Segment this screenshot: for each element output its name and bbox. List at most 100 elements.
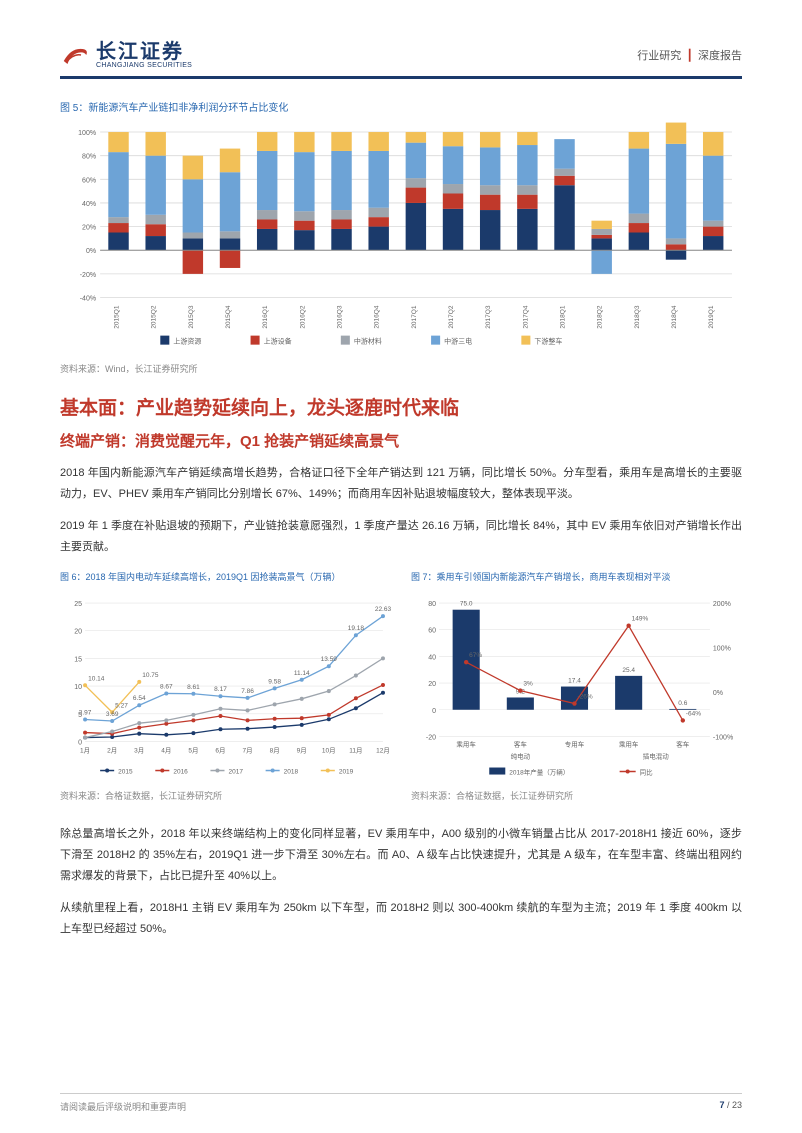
- heading-2: 终端产销：消费觉醒元年，Q1 抢装产销延续高景气: [60, 430, 742, 451]
- svg-text:80%: 80%: [82, 154, 96, 161]
- svg-text:10.14: 10.14: [88, 676, 105, 683]
- svg-text:149%: 149%: [632, 616, 649, 623]
- fig6-title: 图 6：2018 年国内电动车延续高增长，2019Q1 因抢装高景气（万辆）: [60, 570, 391, 583]
- svg-text:8.67: 8.67: [160, 684, 173, 691]
- svg-text:插电混动: 插电混动: [643, 752, 670, 761]
- para-3: 除总量高增长之外，2018 年以来终端结构上的变化同样显著，EV 乘用车中，A0…: [60, 824, 742, 887]
- svg-text:2015: 2015: [118, 769, 133, 776]
- svg-text:2016Q2: 2016Q2: [299, 305, 306, 329]
- svg-text:0: 0: [78, 740, 82, 747]
- svg-text:12月: 12月: [376, 747, 390, 755]
- header-type: 深度报告: [698, 50, 742, 62]
- svg-text:0%: 0%: [713, 690, 723, 697]
- svg-text:上游资源: 上游资源: [173, 337, 201, 346]
- svg-text:2018Q1: 2018Q1: [560, 305, 567, 329]
- fig7-col: 图 7：乘用车引领国内新能源汽车产销增长，商用车表现相对平淡 -20020406…: [411, 570, 742, 820]
- svg-text:20: 20: [428, 681, 436, 688]
- svg-text:专用车: 专用车: [565, 740, 585, 749]
- logo: 长江证券 CHANGJIANG SECURITIES: [60, 40, 192, 70]
- heading-1: 基本面：产业趋势延续向上，龙头逐鹿时代来临: [60, 393, 742, 420]
- svg-text:2019: 2019: [339, 769, 354, 776]
- svg-text:-100%: -100%: [713, 735, 733, 742]
- svg-text:-26%: -26%: [578, 694, 593, 701]
- svg-text:2017Q1: 2017Q1: [411, 305, 418, 329]
- fig7-source: 资料来源：合格证数据，长江证券研究所: [411, 789, 742, 802]
- page-header: 长江证券 CHANGJIANG SECURITIES 行业研究 ┃ 深度报告: [60, 40, 742, 79]
- svg-text:67%: 67%: [469, 652, 482, 659]
- header-cat: 行业研究: [637, 50, 681, 62]
- footer-disclaimer: 请阅读最后评级说明和重要声明: [60, 1100, 186, 1113]
- svg-text:3%: 3%: [523, 681, 533, 688]
- page-number: 7 / 23: [719, 1100, 742, 1113]
- svg-text:60%: 60%: [82, 177, 96, 184]
- svg-text:乘用车: 乘用车: [456, 740, 476, 749]
- fig7-chart: -20020406080-100%0%100%200%75.0乘用车9.2客车1…: [411, 591, 742, 782]
- fig5-chart: -40%-20%0%20%40%60%80%100%2015Q12015Q220…: [60, 122, 742, 358]
- svg-text:2018Q3: 2018Q3: [634, 305, 641, 329]
- svg-text:2018年产量（万辆）: 2018年产量（万辆）: [509, 768, 569, 777]
- svg-text:4月: 4月: [161, 747, 171, 755]
- svg-text:10月: 10月: [322, 747, 336, 755]
- svg-text:200%: 200%: [713, 601, 731, 608]
- page-current: 7: [719, 1100, 724, 1110]
- svg-text:2017: 2017: [229, 769, 244, 776]
- svg-text:40%: 40%: [82, 201, 96, 208]
- svg-text:客车: 客车: [514, 740, 528, 749]
- svg-text:5.27: 5.27: [115, 702, 128, 709]
- svg-text:40: 40: [428, 655, 436, 662]
- svg-text:-20: -20: [426, 735, 436, 742]
- fig5-title: 图 5：新能源汽车产业链扣非净利润分环节占比变化: [60, 99, 742, 114]
- svg-text:25: 25: [74, 601, 82, 608]
- sep-icon: ┃: [686, 50, 693, 62]
- svg-text:9.58: 9.58: [268, 679, 281, 686]
- para-2: 2019 年 1 季度在补贴退坡的预期下，产业链抢装意愿强烈，1 季度产量达 2…: [60, 516, 742, 558]
- svg-text:0%: 0%: [86, 248, 96, 255]
- svg-text:中游材料: 中游材料: [354, 337, 382, 346]
- logo-en: CHANGJIANG SECURITIES: [96, 62, 192, 69]
- svg-text:3.97: 3.97: [79, 710, 92, 717]
- svg-text:10.75: 10.75: [142, 672, 159, 679]
- svg-text:1月: 1月: [80, 747, 90, 755]
- svg-text:6.54: 6.54: [133, 695, 146, 702]
- svg-text:22.63: 22.63: [375, 606, 391, 613]
- para-4: 从续航里程上看，2018H1 主销 EV 乘用车为 250km 以下车型，而 2…: [60, 898, 742, 940]
- fig6-chart: 05101520251月2月3月4月5月6月7月8月9月10月11月12月3.9…: [60, 591, 391, 782]
- svg-text:2018: 2018: [284, 769, 299, 776]
- svg-text:客车: 客车: [676, 740, 690, 749]
- svg-text:纯电动: 纯电动: [511, 752, 531, 761]
- para-1: 2018 年国内新能源汽车产销延续高增长趋势，合格证口径下全年产销达到 121 …: [60, 463, 742, 505]
- svg-text:2018Q4: 2018Q4: [671, 305, 678, 329]
- svg-text:8.17: 8.17: [214, 686, 227, 693]
- svg-text:3月: 3月: [134, 747, 144, 755]
- svg-text:7.86: 7.86: [241, 688, 254, 695]
- svg-text:2月: 2月: [107, 747, 117, 755]
- svg-text:7月: 7月: [243, 747, 253, 755]
- svg-text:同比: 同比: [640, 768, 654, 777]
- svg-text:上游设备: 上游设备: [264, 337, 292, 346]
- svg-text:8.61: 8.61: [187, 684, 200, 691]
- svg-text:2016: 2016: [173, 769, 188, 776]
- svg-text:13.59: 13.59: [321, 656, 338, 663]
- svg-text:60: 60: [428, 628, 436, 635]
- svg-text:2018Q2: 2018Q2: [597, 305, 604, 329]
- page-footer: 请阅读最后评级说明和重要声明 7 / 23: [60, 1093, 742, 1113]
- svg-text:100%: 100%: [78, 130, 96, 137]
- fig6-col: 图 6：2018 年国内电动车延续高增长，2019Q1 因抢装高景气（万辆） 0…: [60, 570, 391, 820]
- svg-text:2017Q4: 2017Q4: [522, 305, 529, 329]
- svg-text:100%: 100%: [713, 646, 731, 653]
- fig5-source: 资料来源：Wind，长江证券研究所: [60, 362, 742, 375]
- svg-text:2015Q1: 2015Q1: [114, 305, 121, 329]
- svg-text:2015Q4: 2015Q4: [225, 305, 232, 329]
- svg-text:11.14: 11.14: [294, 670, 310, 677]
- logo-cn: 长江证券: [96, 42, 192, 62]
- svg-text:3.69: 3.69: [106, 711, 119, 718]
- svg-text:2015Q3: 2015Q3: [188, 305, 195, 329]
- svg-text:19.18: 19.18: [348, 625, 365, 632]
- svg-text:乘用车: 乘用车: [619, 740, 639, 749]
- svg-text:6月: 6月: [215, 747, 225, 755]
- svg-text:-40%: -40%: [80, 296, 96, 303]
- fig6-source: 资料来源：合格证数据，长江证券研究所: [60, 789, 391, 802]
- svg-text:80: 80: [428, 601, 436, 608]
- svg-text:8月: 8月: [270, 747, 280, 755]
- svg-text:-64%: -64%: [686, 711, 701, 718]
